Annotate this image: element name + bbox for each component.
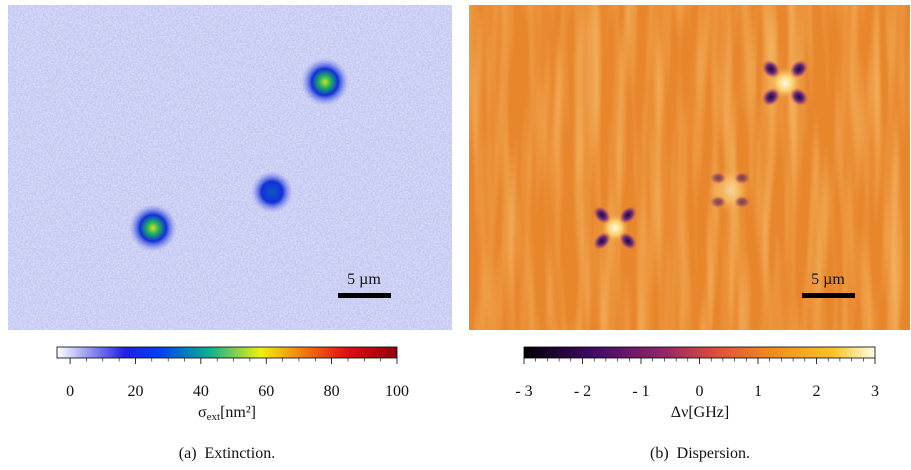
colorbar <box>523 346 876 359</box>
tick-label: 3 <box>871 383 879 400</box>
extinction-image <box>8 5 452 330</box>
tick-label: 100 <box>385 383 409 400</box>
tick-label: 1 <box>754 383 762 400</box>
tick-label: 0 <box>66 383 74 400</box>
label-symbol: Δν <box>671 404 689 421</box>
scale-bar-label: 5 µm <box>811 271 845 288</box>
dispersion-image <box>469 5 910 330</box>
tick-label: - 1 <box>632 383 649 400</box>
label-unit: [nm²] <box>220 404 256 421</box>
tick-label: 80 <box>324 383 340 400</box>
scale-bar-label: 5 µm <box>347 271 381 288</box>
caption: (a) Extinction. <box>179 445 275 462</box>
tick-label: - 3 <box>515 383 532 400</box>
tick-label: - 2 <box>574 383 591 400</box>
caption: (b) Dispersion. <box>650 445 750 462</box>
label-subscript: ext <box>207 411 220 423</box>
tick-label: 0 <box>696 383 704 400</box>
colorbar <box>56 346 398 359</box>
tick-label: 20 <box>127 383 143 400</box>
colorbar-label: Δν[GHz] <box>671 404 729 421</box>
tick-label: 40 <box>193 383 209 400</box>
tick-label: 2 <box>813 383 821 400</box>
label-symbol: σ <box>198 404 207 421</box>
colorbar-label: σext[nm²] <box>198 404 256 423</box>
tick-label: 60 <box>258 383 274 400</box>
label-unit: [GHz] <box>688 404 729 421</box>
